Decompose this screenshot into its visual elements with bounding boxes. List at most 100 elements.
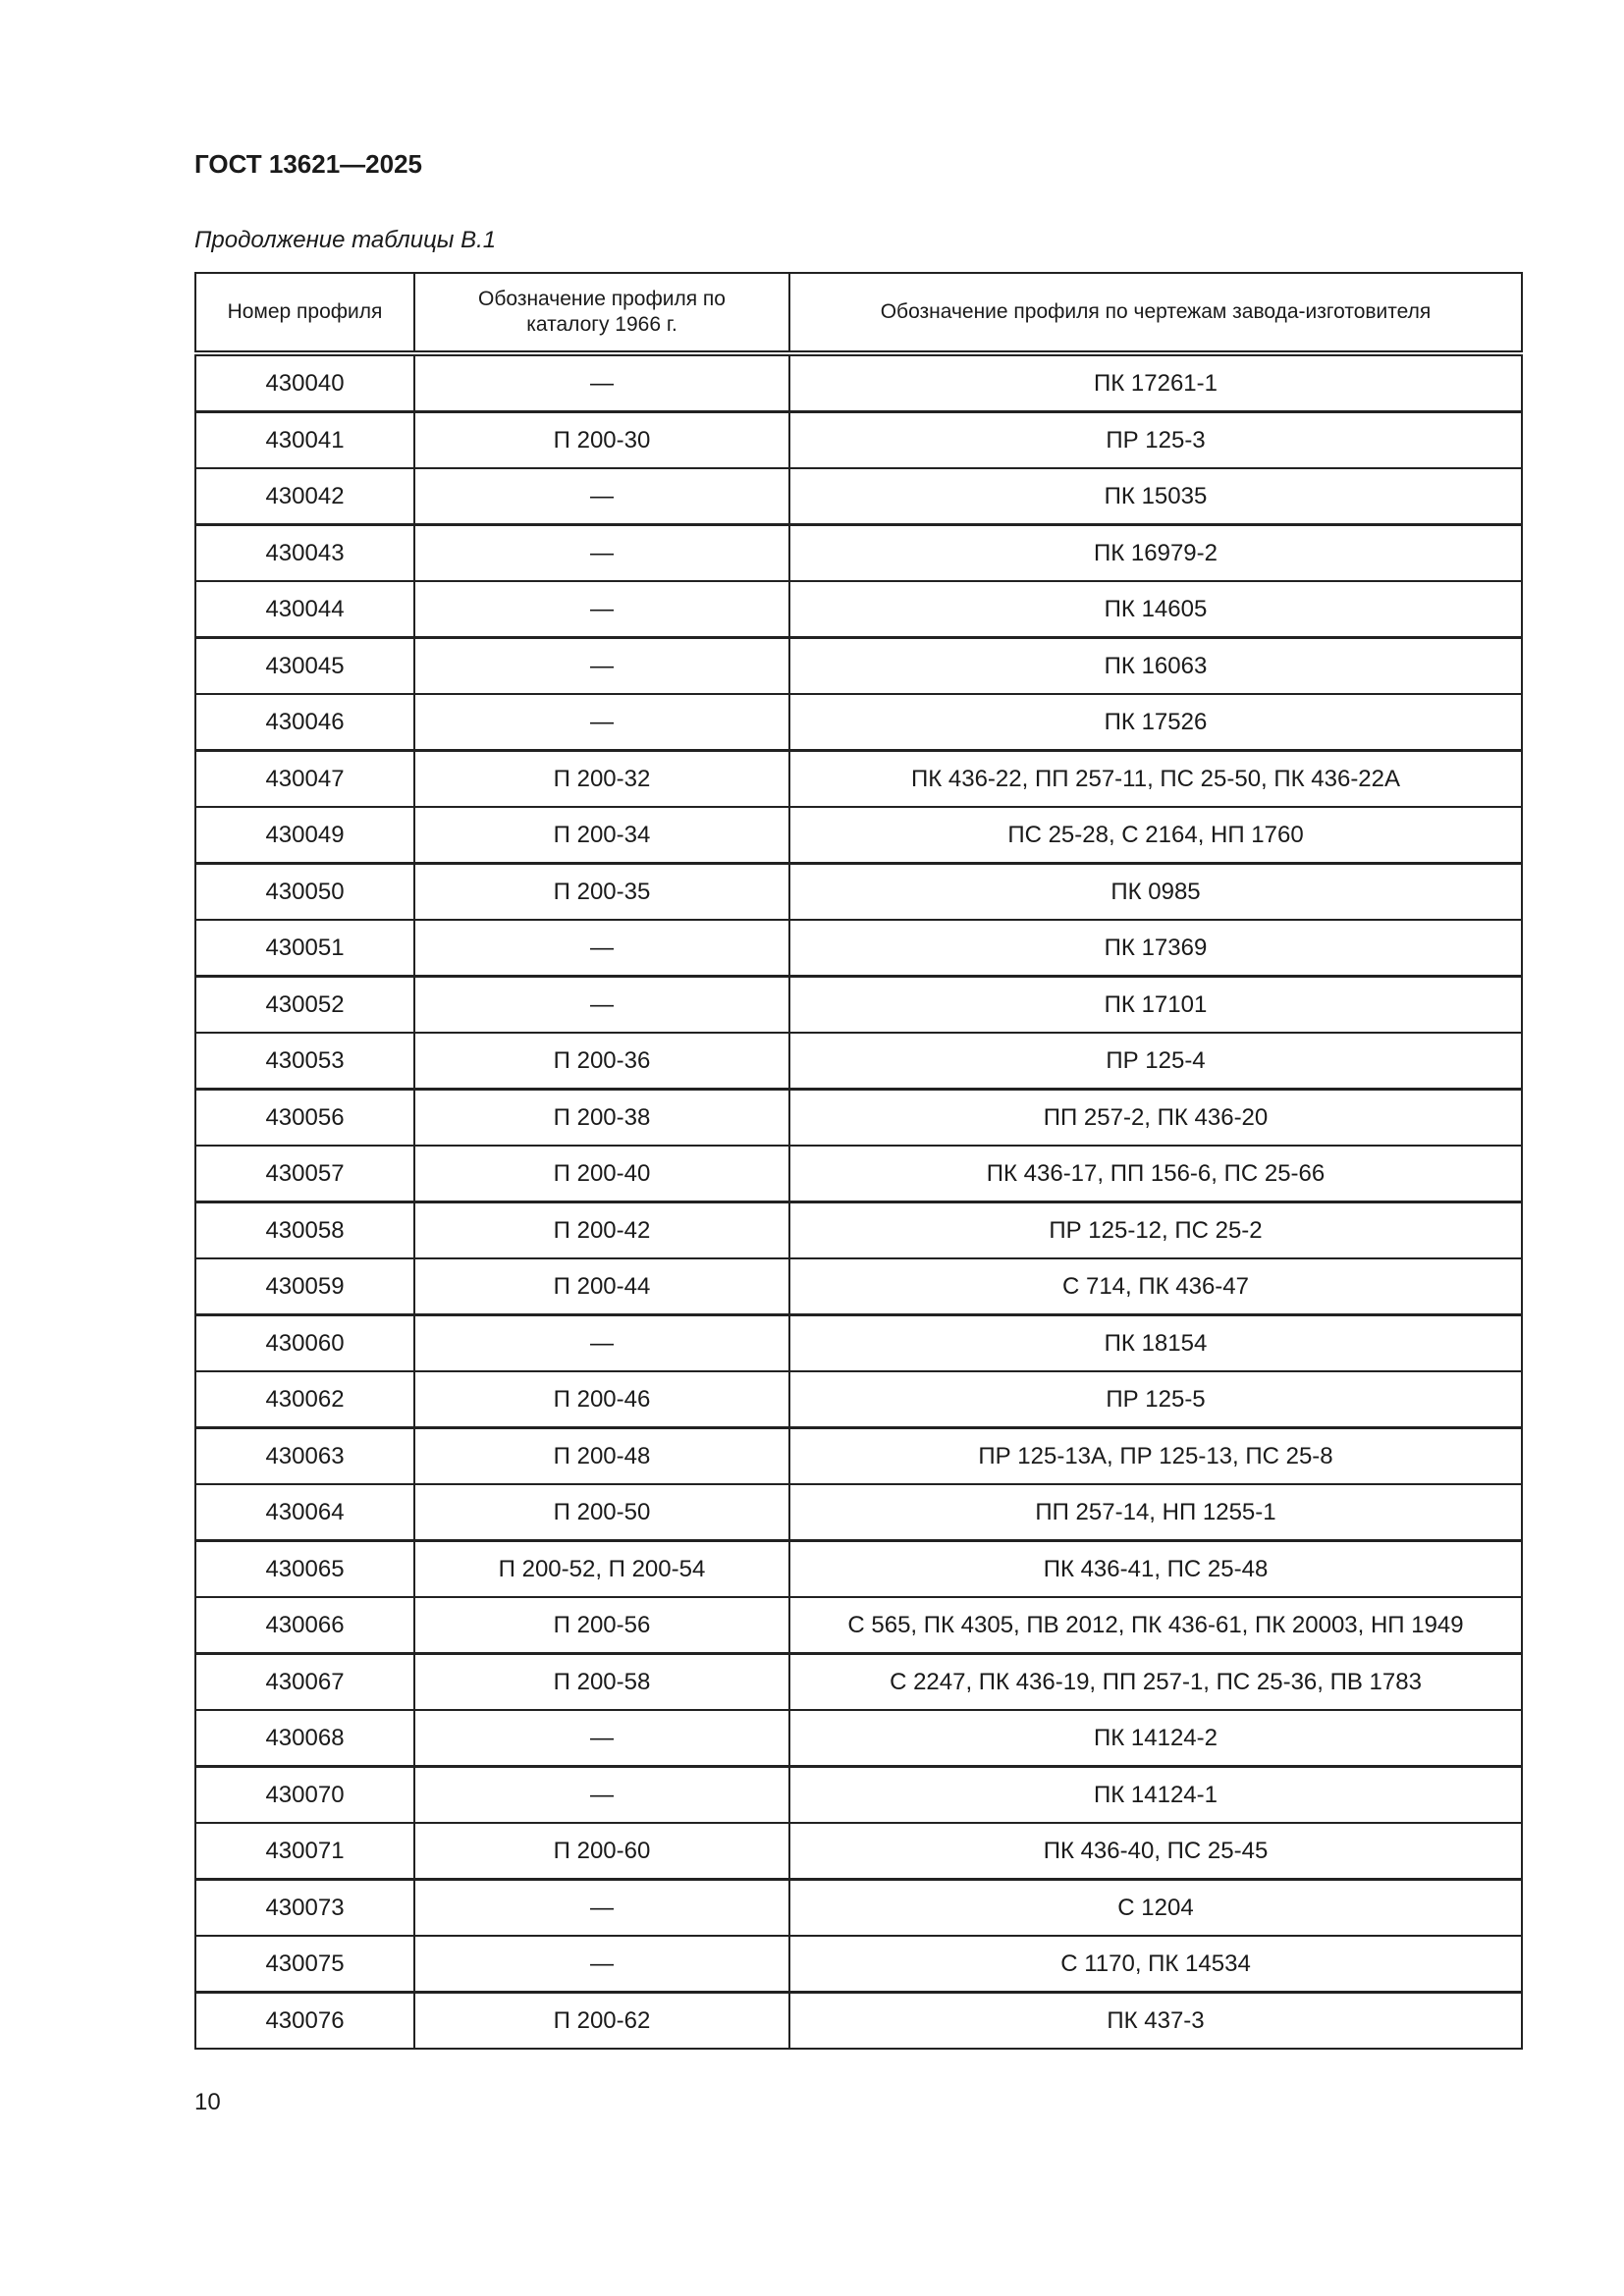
column-header-catalog-1966: Обозначение профиля по каталогу 1966 г. [413,272,790,356]
factory-designation-cell: ПК 437-3 [788,1991,1523,2050]
profile-number-cell: 430044 [194,580,415,639]
profile-number-cell: 430043 [194,523,415,582]
profile-number-cell: 430046 [194,693,415,752]
catalog-1966-cell: — [413,1313,790,1372]
profile-number-cell: 430064 [194,1483,415,1542]
factory-designation-cell: ПР 125-4 [788,1032,1523,1091]
factory-designation-cell: ПК 16063 [788,636,1523,695]
catalog-1966-cell: П 200-40 [413,1145,790,1203]
profile-number-cell: 430052 [194,975,415,1034]
table-row: 430063 П 200-48 ПР 125-13А, ПР 125-13, ПС … [194,1426,1523,1485]
catalog-1966-cell: П 200-42 [413,1201,790,1259]
factory-designation-cell: ПК 18154 [788,1313,1523,1372]
table-row: 430049 П 200-34 ПС 25-28, С 2164, НП 1760 [194,806,1523,865]
table-row: 430071 П 200-60 ПК 436-40, ПС 25-45 [194,1822,1523,1881]
table-caption: Продолжение таблицы В.1 [194,227,497,253]
factory-designation-cell: ПК 14124-1 [788,1765,1523,1824]
table-row: 430062 П 200-46 ПР 125-5 [194,1370,1523,1429]
catalog-1966-cell: — [413,467,790,526]
catalog-1966-cell: — [413,693,790,752]
table-header-row: Номер профиля Обозначение профиля по кат… [194,272,1523,356]
catalog-1966-cell: П 200-30 [413,410,790,469]
profile-number-cell: 430050 [194,862,415,921]
table-row: 430056 П 200-38 ПП 257-2, ПК 436-20 [194,1088,1523,1147]
profile-number-cell: 430063 [194,1426,415,1485]
factory-designation-cell: С 2247, ПК 436-19, ПП 257-1, ПС 25-36, П… [788,1652,1523,1711]
table-row: 430058 П 200-42 ПР 125-12, ПС 25-2 [194,1201,1523,1259]
catalog-1966-cell: — [413,352,790,413]
profile-number-cell: 430040 [194,352,415,413]
catalog-1966-cell: П 200-46 [413,1370,790,1429]
table-row: 430051— ПК 17369 [194,919,1523,978]
catalog-1966-cell: П 200-48 [413,1426,790,1485]
document-title: ГОСТ 13621—2025 [194,149,422,179]
catalog-1966-cell: П 200-35 [413,862,790,921]
catalog-1966-cell: П 200-32 [413,749,790,808]
profile-number-cell: 430047 [194,749,415,808]
table-row: 430065 П 200-52, П 200-54 ПК 436-41, ПС 25… [194,1539,1523,1598]
factory-designation-cell: С 565, ПК 4305, ПВ 2012, ПК 436-61, ПК 2… [788,1596,1523,1655]
table-row: 430053 П 200-36 ПР 125-4 [194,1032,1523,1091]
factory-designation-cell: ПК 15035 [788,467,1523,526]
profile-number-cell: 430058 [194,1201,415,1259]
profile-number-cell: 430041 [194,410,415,469]
table-row: 430064 П 200-50 ПП 257-14, НП 1255-1 [194,1483,1523,1542]
profile-number-cell: 430056 [194,1088,415,1147]
catalog-1966-cell: П 200-52, П 200-54 [413,1539,790,1598]
table-row: 430059 П 200-44 С 714, ПК 436-47 [194,1257,1523,1316]
catalog-1966-cell: П 200-36 [413,1032,790,1091]
table-row: 430060— ПК 18154 [194,1313,1523,1372]
catalog-1966-cell: — [413,580,790,639]
profile-number-cell: 430065 [194,1539,415,1598]
factory-designation-cell: ПР 125-3 [788,410,1523,469]
profile-number-cell: 430042 [194,467,415,526]
factory-designation-cell: ПК 436-17, ПП 156-6, ПС 25-66 [788,1145,1523,1203]
factory-designation-cell: ПК 436-40, ПС 25-45 [788,1822,1523,1881]
table-row: 430044— ПК 14605 [194,580,1523,639]
catalog-1966-cell: П 200-38 [413,1088,790,1147]
profile-number-cell: 430073 [194,1878,415,1937]
factory-designation-cell: ПК 436-41, ПС 25-48 [788,1539,1523,1598]
profile-table: Номер профиля Обозначение профиля по кат… [194,272,1523,2050]
factory-designation-cell: ПР 125-13А, ПР 125-13, ПС 25-8 [788,1426,1523,1485]
factory-designation-cell: ПК 16979-2 [788,523,1523,582]
catalog-1966-cell: — [413,523,790,582]
factory-designation-cell: ПК 14605 [788,580,1523,639]
table-row: 430046— ПК 17526 [194,693,1523,752]
catalog-1966-cell: П 200-58 [413,1652,790,1711]
table-row: 430067 П 200-58 С 2247, ПК 436-19, ПП 257-… [194,1652,1523,1711]
factory-designation-cell: ПК 17369 [788,919,1523,978]
page-number: 10 [194,2089,221,2115]
factory-designation-cell: ПП 257-14, НП 1255-1 [788,1483,1523,1542]
table-row: 430076 П 200-62 ПК 437-3 [194,1991,1523,2050]
catalog-1966-cell: П 200-44 [413,1257,790,1316]
table-row: 430057 П 200-40 ПК 436-17, ПП 156-6, ПС 25… [194,1145,1523,1203]
table-row: 430052— ПК 17101 [194,975,1523,1034]
factory-designation-cell: ПК 0985 [788,862,1523,921]
table-row: 430075— С 1170, ПК 14534 [194,1935,1523,1994]
factory-designation-cell: ПК 436-22, ПП 257-11, ПС 25-50, ПК 436-2… [788,749,1523,808]
catalog-1966-cell: — [413,975,790,1034]
table-row: 430042— ПК 15035 [194,467,1523,526]
profile-number-cell: 430051 [194,919,415,978]
catalog-1966-cell: — [413,1709,790,1768]
table-row: 430041 П 200-30 ПР 125-3 [194,410,1523,469]
catalog-1966-cell: П 200-60 [413,1822,790,1881]
column-header-profile-number: Номер профиля [194,272,415,356]
table-row: 430045— ПК 16063 [194,636,1523,695]
table-row: 430047 П 200-32 ПК 436-22, ПП 257-11, ПС 2… [194,749,1523,808]
catalog-1966-cell: П 200-50 [413,1483,790,1542]
factory-designation-cell: С 714, ПК 436-47 [788,1257,1523,1316]
profile-number-cell: 430076 [194,1991,415,2050]
factory-designation-cell: ПР 125-5 [788,1370,1523,1429]
catalog-1966-cell: — [413,1878,790,1937]
factory-designation-cell: ПП 257-2, ПК 436-20 [788,1088,1523,1147]
profile-number-cell: 430075 [194,1935,415,1994]
factory-designation-cell: ПР 125-12, ПС 25-2 [788,1201,1523,1259]
column-header-factory-designation: Обозначение профиля по чертежам завода-и… [788,272,1523,356]
catalog-1966-cell: П 200-62 [413,1991,790,2050]
catalog-1966-cell: — [413,1765,790,1824]
table-row: 430070— ПК 14124-1 [194,1765,1523,1824]
profile-number-cell: 430067 [194,1652,415,1711]
profile-number-cell: 430070 [194,1765,415,1824]
